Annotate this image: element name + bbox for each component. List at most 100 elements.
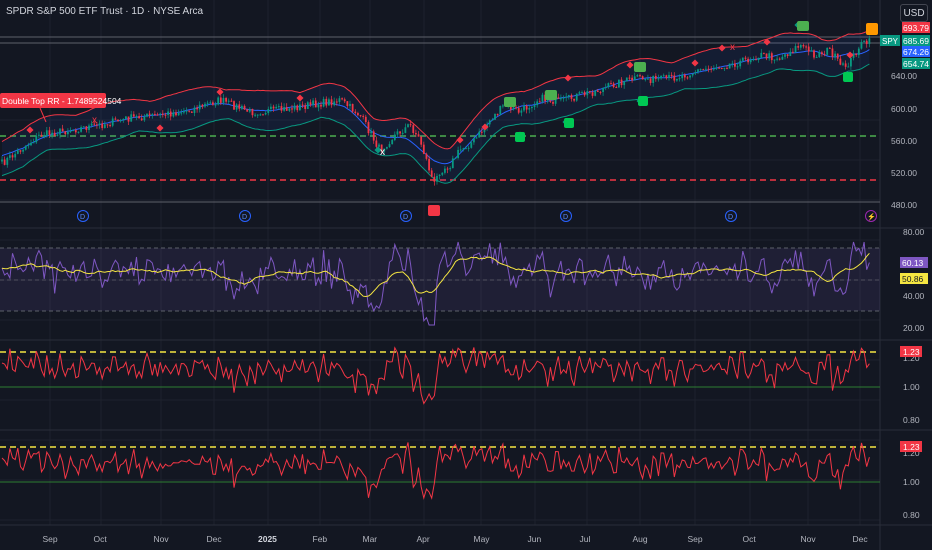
candle xyxy=(697,69,699,72)
candle xyxy=(467,147,470,149)
candle xyxy=(554,97,557,104)
candle xyxy=(602,87,604,93)
candle xyxy=(146,113,148,117)
candle xyxy=(320,104,322,107)
candle xyxy=(11,155,14,158)
candle xyxy=(541,94,544,102)
candle xyxy=(85,126,88,130)
bollinger-fill xyxy=(2,30,870,184)
candle xyxy=(212,102,214,105)
candle xyxy=(723,67,726,69)
candle xyxy=(828,47,831,49)
candle xyxy=(810,50,813,52)
candle xyxy=(652,75,655,84)
candle xyxy=(807,46,810,52)
dividend-marker xyxy=(725,210,737,222)
candle xyxy=(383,148,386,152)
candle xyxy=(480,131,483,133)
candle xyxy=(341,98,343,100)
candle xyxy=(786,54,789,57)
candle xyxy=(457,149,459,158)
rsi-band xyxy=(0,248,880,311)
annotation-box xyxy=(0,93,106,108)
gridlines xyxy=(0,0,880,525)
candle xyxy=(557,97,560,99)
candle xyxy=(45,130,48,136)
candle xyxy=(594,90,597,96)
ratio-tick-label: 1.00 xyxy=(903,382,920,392)
candle xyxy=(502,105,504,107)
candle xyxy=(56,134,59,136)
pattern-flag xyxy=(515,132,525,142)
candle xyxy=(177,112,180,116)
ratio-pane-1: 1.20 1.00 0.80 1.23 xyxy=(0,346,922,425)
candle xyxy=(256,114,259,116)
candle xyxy=(755,59,757,61)
candle xyxy=(106,124,109,126)
rsi-line xyxy=(1,241,870,326)
candle xyxy=(654,75,657,79)
candle xyxy=(388,144,391,148)
time-axis-label: Feb xyxy=(313,534,328,544)
candle xyxy=(549,100,552,102)
price-label-bg xyxy=(902,46,930,57)
candle xyxy=(16,150,19,154)
dividend-label: D xyxy=(242,214,247,221)
candle xyxy=(43,135,46,137)
candle xyxy=(520,110,523,113)
candle xyxy=(230,100,233,102)
candle xyxy=(562,97,565,99)
candle xyxy=(135,116,138,118)
candle xyxy=(299,104,301,111)
candle xyxy=(470,142,473,148)
candle xyxy=(778,58,781,60)
candle xyxy=(328,99,330,106)
double-top-annotation: Double Top RR - 1.7489524504 xyxy=(0,93,122,123)
candle xyxy=(752,59,755,61)
candle xyxy=(235,104,238,110)
candle xyxy=(148,113,151,116)
candle xyxy=(433,176,436,182)
candle xyxy=(333,101,336,106)
candle xyxy=(465,148,467,150)
candle xyxy=(154,114,156,116)
candle xyxy=(699,69,702,71)
candle xyxy=(821,52,823,55)
candle xyxy=(349,103,351,107)
candle xyxy=(857,48,860,56)
rsi-label-bg xyxy=(900,273,928,284)
candle xyxy=(536,101,539,106)
candle xyxy=(768,53,771,59)
candle xyxy=(494,113,496,120)
candle xyxy=(27,145,30,147)
candle xyxy=(581,92,583,94)
sell-flag xyxy=(428,205,440,216)
candle xyxy=(35,135,38,143)
candle xyxy=(734,63,736,67)
candle xyxy=(473,138,475,143)
price-label: 685.69 xyxy=(903,36,929,46)
candle xyxy=(765,53,768,59)
candle xyxy=(575,93,578,101)
candle xyxy=(446,168,449,170)
candle xyxy=(515,107,517,109)
candle xyxy=(686,77,689,79)
cross-marker: x xyxy=(92,115,97,126)
rsi-label-bg xyxy=(900,257,928,268)
candle xyxy=(69,131,72,133)
candle xyxy=(834,53,836,58)
candle xyxy=(525,105,528,110)
time-axis-label: Oct xyxy=(94,534,108,544)
currency-button[interactable]: USD xyxy=(900,4,928,22)
candle xyxy=(657,78,660,80)
candle xyxy=(628,77,631,79)
candle xyxy=(77,131,80,133)
candle xyxy=(222,98,225,103)
candle xyxy=(227,100,230,102)
candle xyxy=(444,168,446,173)
chart-title: SPDR S&P 500 ETF Trust · 1D · NYSE Arca xyxy=(6,6,204,17)
candle xyxy=(570,94,573,99)
candle xyxy=(720,68,723,70)
candle xyxy=(430,170,433,177)
